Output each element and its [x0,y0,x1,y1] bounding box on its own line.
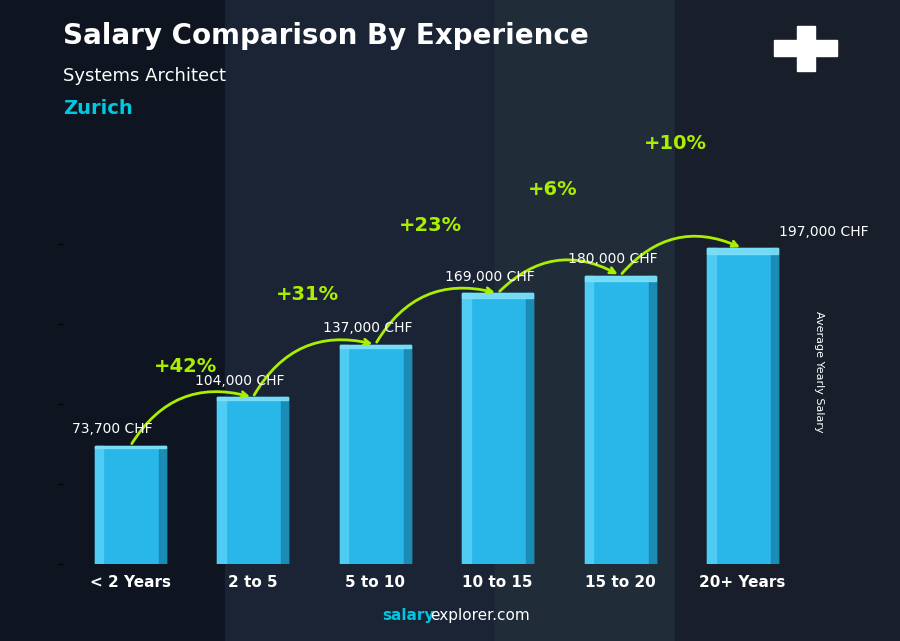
Bar [796,26,814,71]
Bar [94,446,104,564]
Bar [281,397,288,564]
Text: 169,000 CHF: 169,000 CHF [446,270,535,283]
Bar [94,446,166,564]
Bar [771,248,778,564]
Text: salary: salary [382,608,435,623]
Text: +23%: +23% [399,215,462,235]
Bar [495,0,675,641]
Bar [463,294,533,298]
Bar [774,40,837,56]
Bar [675,0,900,641]
Bar [649,276,656,564]
Text: 137,000 CHF: 137,000 CHF [322,321,412,335]
Bar [707,248,778,254]
Bar [526,294,533,564]
Bar [217,397,288,564]
Bar [463,294,533,564]
Bar [585,276,593,564]
Bar [707,248,778,564]
Text: +10%: +10% [644,134,706,153]
Y-axis label: Average Yearly Salary: Average Yearly Salary [814,311,824,433]
Bar [340,344,410,349]
Bar [340,345,348,564]
Text: Salary Comparison By Experience: Salary Comparison By Experience [63,22,589,51]
Bar [707,248,716,564]
Bar [225,0,495,641]
Text: 104,000 CHF: 104,000 CHF [195,374,284,388]
Text: +6%: +6% [528,179,578,199]
Bar [585,276,656,564]
Text: 73,700 CHF: 73,700 CHF [72,422,152,437]
Bar [217,397,288,401]
Text: 180,000 CHF: 180,000 CHF [568,252,657,266]
Bar [94,446,166,448]
Bar [158,446,166,564]
Text: explorer.com: explorer.com [430,608,530,623]
Bar [404,345,410,564]
Text: 197,000 CHF: 197,000 CHF [779,225,869,238]
Text: Systems Architect: Systems Architect [63,67,226,85]
Bar [585,276,656,281]
Text: +31%: +31% [276,285,339,304]
Text: +42%: +42% [154,357,217,376]
Bar [0,0,225,641]
Bar [463,294,471,564]
Bar [340,345,410,564]
Text: Zurich: Zurich [63,99,133,119]
Bar [217,397,226,564]
